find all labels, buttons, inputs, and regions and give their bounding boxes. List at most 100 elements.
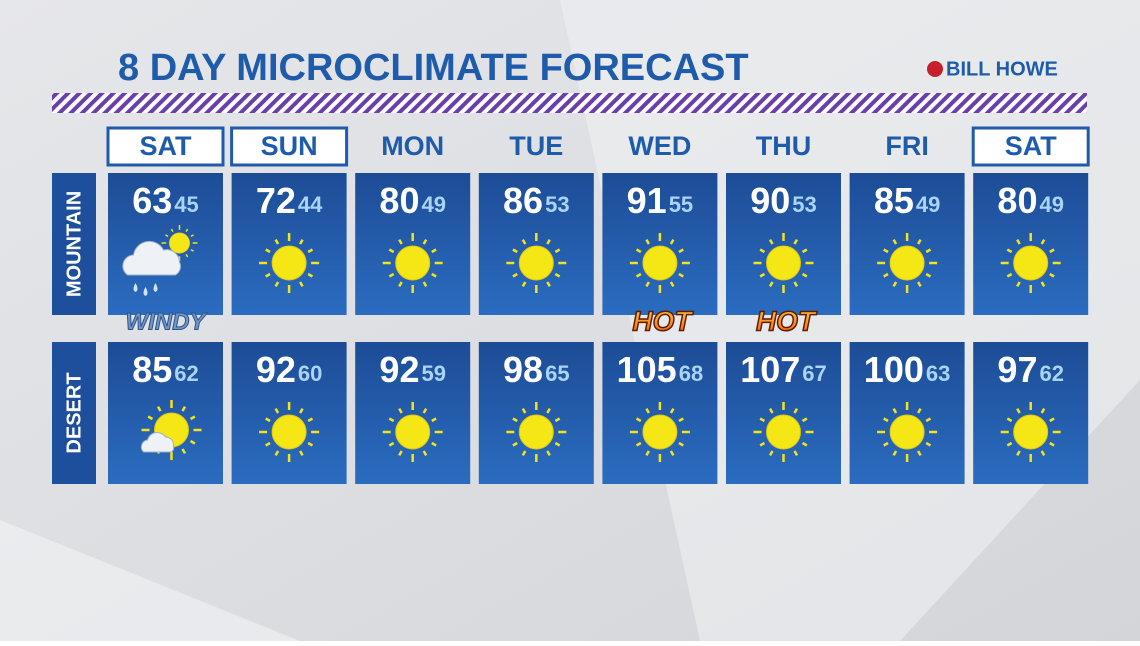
sun-ray [759,272,766,278]
sun-ray [554,417,561,423]
high-temp: 97 [997,349,1037,390]
high-temp: 85 [132,349,172,390]
high-temp: 92 [256,349,296,390]
sun [1013,245,1049,281]
high-temp: 105 [617,349,677,390]
high-temp: 100 [864,349,924,390]
forecast-cell: 63 45 [108,173,223,315]
low-temp: 49 [421,192,445,217]
sun-ray [265,441,271,447]
low-temp: 62 [174,361,198,386]
forecast-cell: 105 68 [602,342,718,484]
forecast-cell: 80 49 [973,173,1089,315]
forecast-cell: 85 62 [108,342,223,484]
row-label-tile [52,173,96,315]
temperatures: 80 49 [379,180,446,221]
sun-ray [1040,450,1046,457]
sun-ray [422,450,428,457]
high-temp: 85 [874,180,914,221]
sun-ray [431,272,437,278]
temperatures: 92 60 [256,349,323,390]
temperatures: 63 45 [132,180,199,221]
sun-ray [1049,441,1055,447]
day-label: WED [628,131,691,161]
low-temp: 49 [916,192,940,217]
day-label: FRI [885,131,929,161]
day-label: SUN [261,131,318,161]
sun-ray [388,417,395,423]
sun-ray [422,281,428,288]
high-temp: 91 [627,180,667,221]
sun-ray [925,272,932,278]
forecast-cell: 107 67 [726,342,841,484]
cloud [122,240,181,276]
sun-ray [768,450,774,457]
low-temp: 55 [669,192,693,217]
sun-ray [422,238,428,245]
sun-ray [398,450,403,457]
background-shape [0,520,300,641]
sun-ray [398,238,403,245]
sun-ray [546,281,551,288]
day-label: THU [756,131,812,161]
sun-ray [388,248,395,254]
sun-ray [883,272,889,278]
sun-ray [388,272,395,278]
sun-ray [925,248,932,254]
sun-ray [521,238,527,245]
sun [889,414,925,450]
low-temp: 62 [1039,361,1063,386]
sun-ray [1016,238,1021,245]
sun-ray [759,441,766,447]
forecast-cell: 80 49 [355,173,471,315]
sun-ray [669,450,675,457]
sun-ray [1049,272,1055,278]
sun [518,245,554,281]
sun-ray [170,228,174,232]
sun-ray [892,407,898,414]
high-temp: 90 [750,180,790,221]
day-box [971,126,1090,167]
sun-ray [768,407,774,414]
sun-ray [512,441,518,447]
sun [271,414,307,450]
sun-ray [147,415,154,421]
sun-ray [793,281,799,288]
sun-ray [793,450,799,457]
sun-ray [669,407,675,414]
sun [395,245,431,281]
sun-ray [1049,248,1055,254]
high-temp: 72 [256,180,296,221]
row-label-tile [52,342,96,484]
sun-ray [274,238,280,245]
sun-ray [883,248,889,254]
sun-ray [521,450,527,457]
sun-ray [181,405,187,412]
sun-ray [546,407,551,414]
sun-ray [554,272,561,278]
temperatures: 105 68 [617,349,704,390]
cloud [140,432,175,453]
sun [642,245,678,281]
sun-ray [801,417,808,423]
sun-ray [635,417,642,423]
sun-ray [185,254,189,258]
high-temp: 80 [379,180,419,221]
sun-ray [1006,417,1013,423]
forecast-cell: 92 59 [355,342,471,484]
high-temp: 86 [503,180,543,221]
forecast-cell: 98 65 [478,342,594,484]
temperatures: 98 65 [503,349,570,390]
note: HOT [756,305,818,336]
cell-background [108,173,223,315]
forecast-cell: 85 49 [849,173,965,315]
temperatures: 85 49 [874,180,941,221]
forecast-cell: 97 62 [973,342,1089,484]
high-temp: 92 [379,349,419,390]
day-label: MON [381,131,444,161]
rain-drop [133,283,138,292]
sun [518,414,554,450]
sun [766,414,801,450]
sun-ray [1040,238,1046,245]
